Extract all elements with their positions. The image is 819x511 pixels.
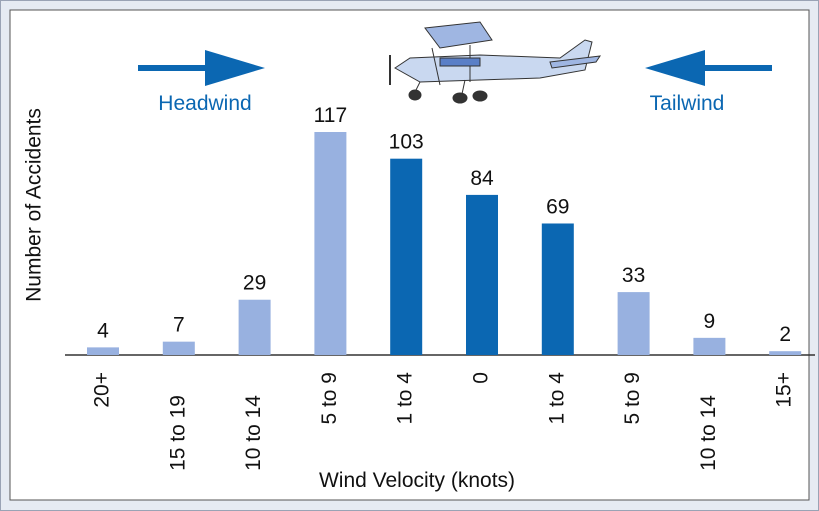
bar [693, 337, 726, 355]
bar [314, 132, 347, 355]
x-tick-label: 20+ [91, 372, 114, 408]
x-tick-label: 15 to 19 [166, 395, 189, 471]
bar [87, 347, 119, 355]
x-axis-label: Wind Velocity (knots) [319, 469, 515, 492]
x-tick-label: 5 to 9 [318, 372, 341, 425]
annotation: Tailwind [650, 92, 725, 115]
value-label: 84 [470, 167, 494, 190]
bar [466, 194, 498, 355]
bar [617, 292, 650, 355]
value-label: 2 [779, 323, 791, 346]
x-tick-label: 0 [470, 372, 493, 384]
annotation: Headwind [158, 92, 251, 115]
bar [238, 299, 271, 355]
headwind-arrow [138, 50, 265, 86]
x-tick-label: 1 to 4 [545, 372, 568, 425]
tailwind-arrow [645, 50, 772, 86]
bar [541, 223, 574, 355]
value-label: 4 [97, 319, 109, 342]
x-tick-label: 1 to 4 [394, 372, 417, 425]
value-label: 29 [243, 272, 266, 295]
value-label: 69 [546, 195, 569, 218]
value-label: 117 [314, 104, 347, 127]
value-label: 7 [173, 314, 185, 337]
value-label: 33 [622, 264, 645, 287]
y-axis-label: Number of Accidents [23, 108, 46, 302]
value-label: 103 [389, 131, 424, 154]
x-tick-label: 15+ [773, 372, 796, 408]
bar [390, 158, 423, 355]
bar [769, 351, 802, 355]
bar [162, 341, 195, 355]
value-label: 9 [704, 310, 716, 333]
airplane-illustration [389, 21, 602, 104]
x-tick-label: 10 to 14 [242, 395, 265, 471]
x-tick-label: 10 to 14 [697, 395, 720, 471]
x-tick-label: 5 to 9 [621, 372, 644, 425]
